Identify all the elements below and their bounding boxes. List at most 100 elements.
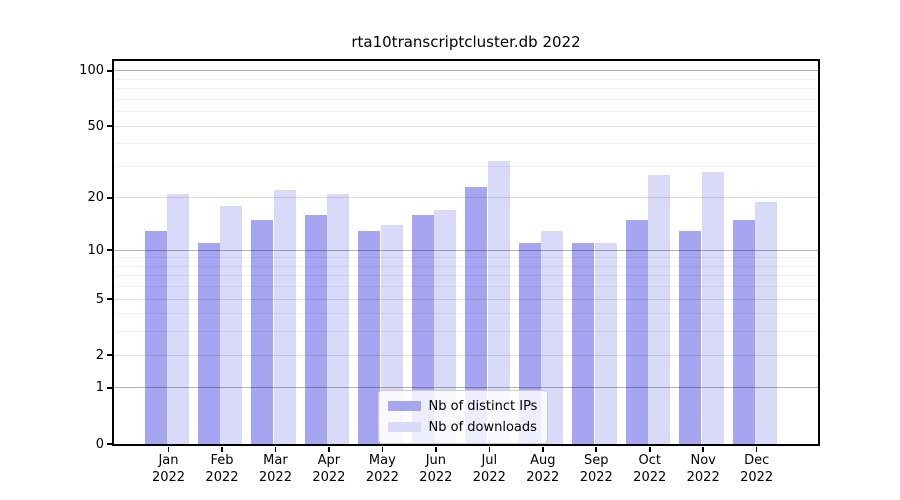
bar-nb-of-downloads-jun bbox=[434, 210, 457, 444]
x-tick-label-aug: Aug 2022 bbox=[508, 452, 578, 486]
y-tick-label-0: 0 bbox=[95, 436, 104, 452]
bar-nb-of-downloads-feb bbox=[220, 205, 243, 444]
x-tick-mark-mar bbox=[274, 446, 277, 452]
bar-nb-of-distinct-ips-sep bbox=[572, 243, 595, 444]
x-tick-label-mar: Mar 2022 bbox=[240, 452, 310, 486]
legend: Nb of distinct IPs Nb of downloads bbox=[377, 389, 549, 444]
x-tick-mark-jan bbox=[167, 446, 170, 452]
x-tick-label-year: 2022 bbox=[633, 470, 667, 485]
bar-nb-of-distinct-ips-may bbox=[358, 230, 381, 444]
x-tick-label-year: 2022 bbox=[205, 470, 239, 485]
x-tick-label-year: 2022 bbox=[526, 470, 560, 485]
y-tick-mark-20 bbox=[106, 197, 112, 199]
y-gridline-50 bbox=[114, 125, 818, 127]
y-gridline-6 bbox=[114, 286, 818, 288]
x-tick-label-year: 2022 bbox=[472, 470, 506, 485]
x-tick-label-year: 2022 bbox=[579, 470, 613, 485]
x-tick-label-apr: Apr 2022 bbox=[294, 452, 364, 486]
y-gridline-3 bbox=[114, 331, 818, 333]
x-tick-label-sep: Sep 2022 bbox=[561, 452, 631, 486]
y-gridline-70 bbox=[114, 98, 818, 100]
x-tick-label-may: May 2022 bbox=[347, 452, 417, 486]
y-tick-label-50: 50 bbox=[87, 118, 104, 134]
x-tick-label-year: 2022 bbox=[258, 470, 292, 485]
y-gridline-30 bbox=[114, 165, 818, 167]
y-gridline-9 bbox=[114, 257, 818, 259]
legend-label-downloads: Nb of downloads bbox=[428, 419, 537, 435]
y-gridline-5 bbox=[114, 298, 818, 300]
x-tick-label-year: 2022 bbox=[686, 470, 720, 485]
x-tick-mark-may bbox=[381, 446, 384, 452]
x-tick-mark-oct bbox=[648, 446, 651, 452]
bar-nb-of-distinct-ips-apr bbox=[304, 214, 327, 444]
bar-nb-of-distinct-ips-jun bbox=[411, 214, 434, 444]
y-gridline-40 bbox=[114, 143, 818, 145]
x-tick-label-year: 2022 bbox=[740, 470, 774, 485]
x-tick-mark-aug bbox=[541, 446, 544, 452]
bar-nb-of-downloads-oct bbox=[648, 174, 671, 444]
bar-nb-of-downloads-jan bbox=[167, 194, 189, 444]
x-tick-label-year: 2022 bbox=[365, 470, 399, 485]
x-tick-label-feb: Feb 2022 bbox=[187, 452, 257, 486]
legend-label-distinct-ips: Nb of distinct IPs bbox=[428, 398, 538, 414]
y-gridline-2 bbox=[114, 354, 818, 356]
y-tick-mark-50 bbox=[106, 125, 112, 127]
y-tick-mark-1 bbox=[106, 387, 112, 389]
x-tick-label-year: 2022 bbox=[312, 470, 346, 485]
x-tick-label-jun: Jun 2022 bbox=[401, 452, 471, 486]
y-gridline-8 bbox=[114, 265, 818, 267]
x-tick-label-nov: Nov 2022 bbox=[668, 452, 738, 486]
bar-nb-of-downloads-sep bbox=[594, 243, 617, 444]
y-tick-mark-2 bbox=[106, 354, 112, 356]
bar-nb-of-downloads-mar bbox=[273, 190, 296, 444]
y-tick-label-5: 5 bbox=[95, 291, 104, 307]
y-tick-mark-0 bbox=[106, 443, 112, 445]
x-tick-label-year: 2022 bbox=[151, 470, 186, 485]
x-tick-mark-apr bbox=[328, 446, 330, 452]
bar-nb-of-downloads-jul bbox=[487, 161, 510, 444]
y-tick-mark-5 bbox=[106, 298, 112, 300]
y-tick-label-20: 20 bbox=[87, 190, 104, 206]
y-tick-label-2: 2 bbox=[95, 347, 104, 363]
chart-title: rta10transcriptcluster.db 2022 bbox=[351, 33, 581, 51]
y-gridline-10 bbox=[114, 249, 818, 251]
y-tick-label-10: 10 bbox=[87, 242, 104, 258]
x-tick-mark-jul bbox=[488, 446, 491, 452]
y-tick-mark-10 bbox=[106, 249, 112, 251]
y-gridline-80 bbox=[114, 88, 818, 90]
x-tick-mark-sep bbox=[595, 446, 598, 452]
x-tick-label-oct: Oct 2022 bbox=[615, 452, 685, 486]
x-tick-label-year: 2022 bbox=[419, 470, 453, 485]
x-tick-label-jul: Jul 2022 bbox=[454, 452, 524, 486]
x-tick-mark-jun bbox=[435, 446, 437, 452]
y-tick-label-100: 100 bbox=[79, 63, 104, 79]
bar-nb-of-distinct-ips-jul bbox=[465, 187, 488, 444]
legend-swatch-downloads bbox=[387, 422, 421, 432]
bar-nb-of-downloads-dec bbox=[755, 201, 778, 444]
bar-nb-of-distinct-ips-oct bbox=[625, 219, 648, 444]
plot-area: Nb of distinct IPs Nb of downloads bbox=[112, 58, 820, 446]
x-tick-label-jan: Jan 2022 bbox=[134, 452, 204, 486]
x-tick-label-dec: Dec 2022 bbox=[722, 452, 792, 486]
y-gridline-60 bbox=[114, 111, 818, 113]
x-tick-mark-nov bbox=[702, 446, 704, 452]
bar-nb-of-distinct-ips-jan bbox=[144, 230, 167, 444]
bar-nb-of-distinct-ips-mar bbox=[251, 219, 274, 444]
y-tick-mark-100 bbox=[106, 69, 112, 72]
y-gridline-90 bbox=[114, 78, 818, 80]
bar-nb-of-downloads-apr bbox=[327, 194, 350, 444]
legend-item-distinct-ips: Nb of distinct IPs bbox=[387, 396, 538, 417]
y-gridline-7 bbox=[114, 275, 818, 277]
legend-swatch-distinct-ips bbox=[387, 401, 421, 411]
bar-nb-of-distinct-ips-nov bbox=[679, 230, 702, 444]
x-tick-mark-feb bbox=[221, 446, 223, 452]
bar-nb-of-downloads-may bbox=[380, 225, 403, 444]
y-gridline-100 bbox=[114, 70, 818, 72]
y-gridline-20 bbox=[114, 197, 818, 199]
bar-nb-of-distinct-ips-dec bbox=[732, 219, 755, 444]
y-tick-label-1: 1 bbox=[95, 380, 104, 396]
bar-nb-of-downloads-nov bbox=[701, 171, 724, 444]
legend-item-downloads: Nb of downloads bbox=[387, 417, 538, 438]
x-tick-mark-dec bbox=[755, 446, 758, 452]
